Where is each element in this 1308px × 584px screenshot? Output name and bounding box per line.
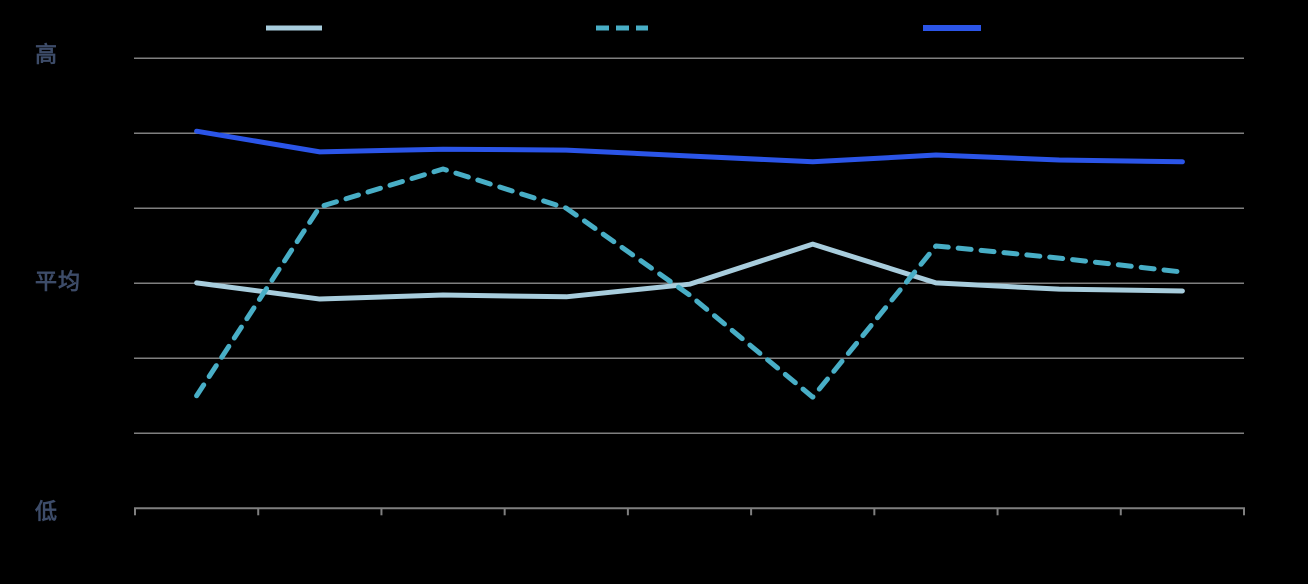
light-blue-solid-line [194, 241, 1185, 302]
legend-swatch-solid-blue-icon [923, 25, 981, 31]
legend-item-blue [922, 24, 982, 34]
teal-dashed-line [194, 166, 1185, 400]
legend-item-teal-dashed [595, 24, 653, 34]
y-axis-label-average: 平均 [35, 269, 82, 294]
y-axis-label-low: 低 [35, 499, 59, 524]
blue-solid-line [194, 128, 1185, 165]
y-axis-label-high: 高 [35, 42, 59, 67]
legend-swatch-dashed-teal-icon [596, 25, 648, 31]
legend-swatch-solid-light-blue-icon [266, 25, 322, 31]
legend-item-light-blue [265, 24, 323, 34]
